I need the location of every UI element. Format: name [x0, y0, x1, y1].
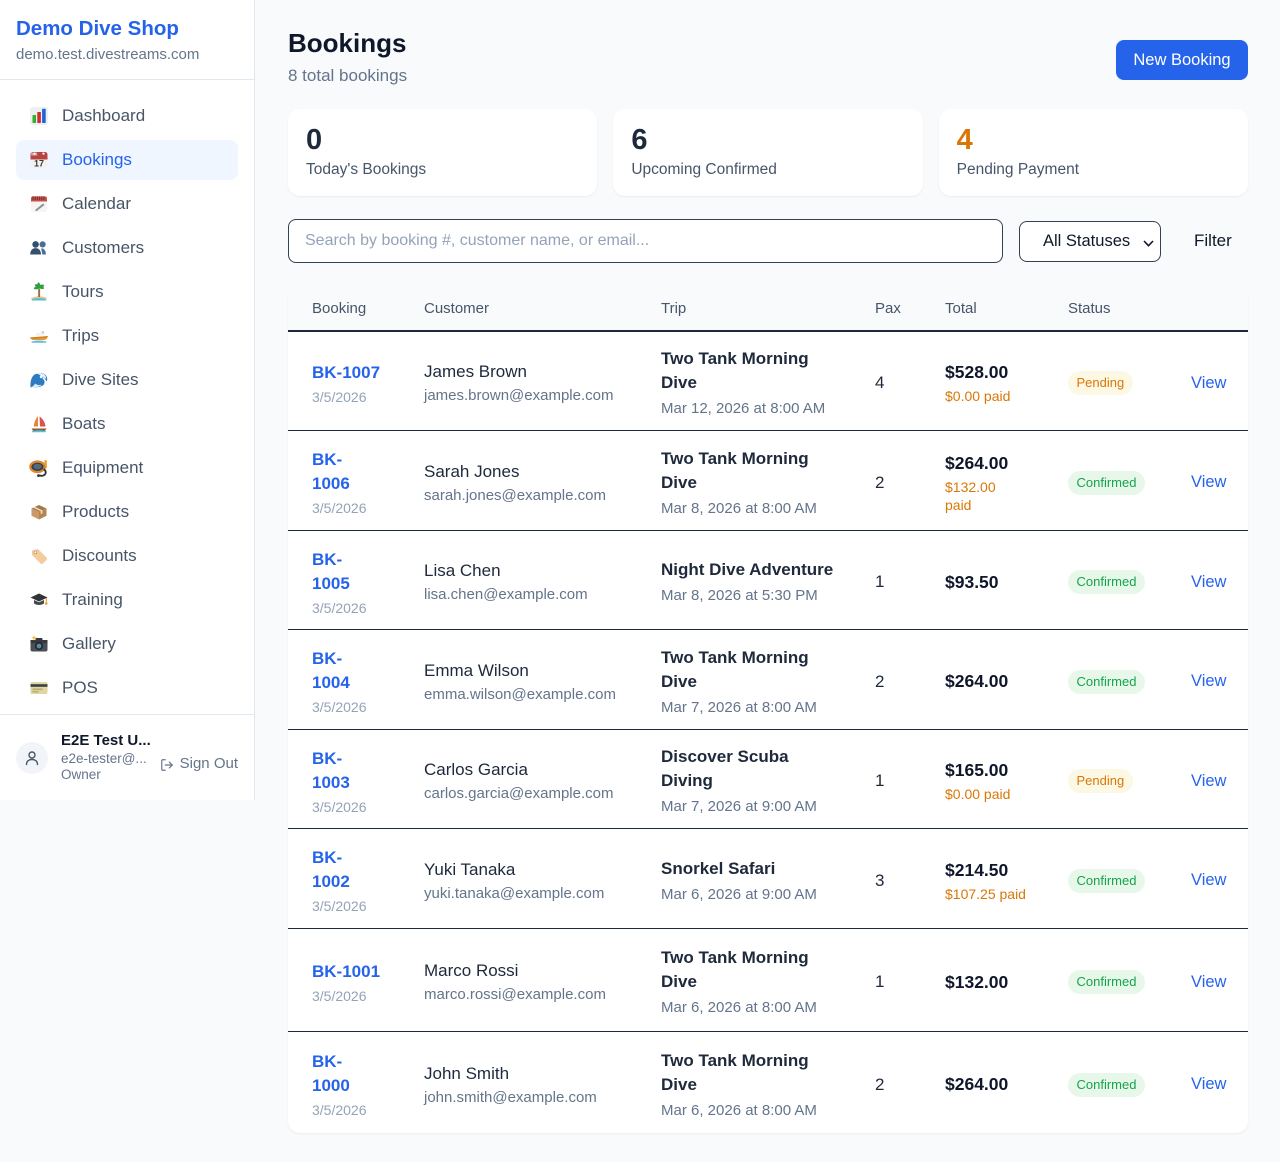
svg-text:17: 17 [34, 159, 44, 169]
